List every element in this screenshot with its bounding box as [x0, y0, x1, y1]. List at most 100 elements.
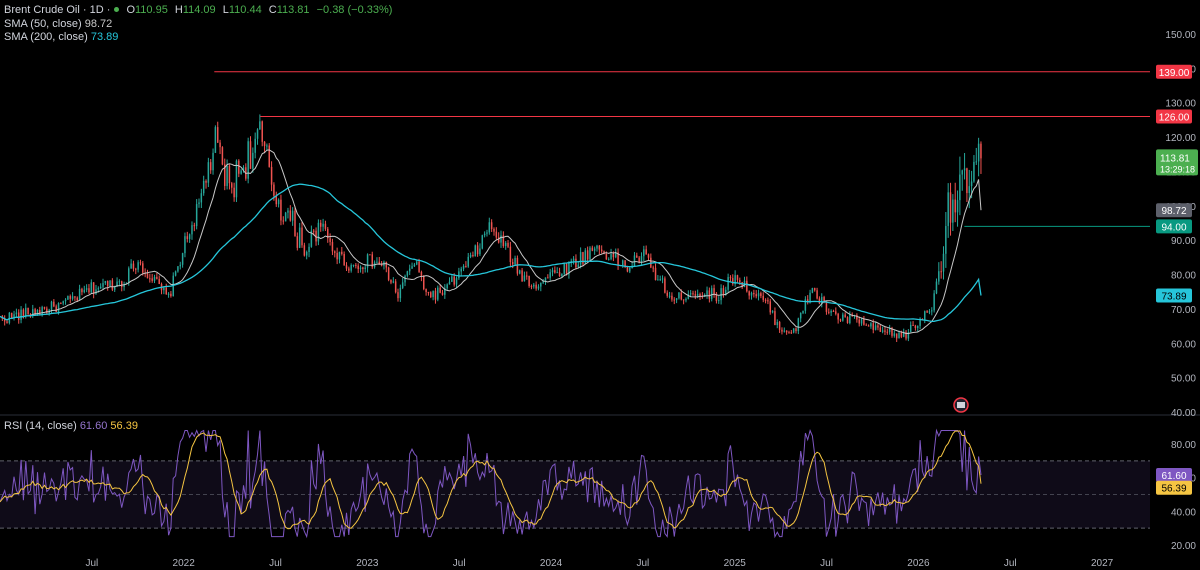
candle-body: [760, 293, 762, 296]
candle-body: [458, 271, 460, 279]
candle-body: [970, 181, 973, 187]
candle-body: [104, 280, 107, 284]
candle-body: [586, 250, 589, 260]
candle-body: [224, 164, 226, 186]
candle-body: [486, 232, 488, 234]
candle-body: [184, 236, 186, 254]
candle-body: [584, 250, 587, 264]
high-value: 114.09: [182, 4, 216, 16]
candle-body: [170, 293, 172, 297]
candle-body: [741, 282, 743, 287]
candle-body: [432, 290, 434, 298]
candle-body: [593, 248, 596, 251]
candle-body: [113, 286, 116, 290]
candle-body: [879, 327, 882, 332]
instrument-legend: Brent Crude Oil · 1D · O110.95 H114.09 L…: [4, 4, 393, 16]
candle-body: [205, 180, 207, 183]
candle-body: [298, 227, 301, 248]
candle-body: [818, 298, 821, 304]
candle-body: [783, 330, 786, 332]
candle-body: [303, 245, 306, 256]
candle-body: [715, 293, 718, 302]
candle-body: [238, 160, 240, 174]
candle-body: [556, 272, 558, 274]
candle-body: [376, 261, 378, 263]
candle-body: [846, 317, 849, 324]
candle-body: [13, 314, 15, 318]
candle-body: [85, 288, 88, 290]
candle-body: [434, 290, 437, 300]
candle-body: [207, 162, 210, 183]
candle-body: [509, 246, 512, 263]
candle-body: [804, 299, 807, 311]
candle-body: [902, 331, 905, 337]
candle-body: [722, 288, 725, 296]
candle-body: [427, 291, 430, 293]
candle-body: [893, 333, 896, 336]
candle-body: [596, 245, 598, 249]
rsi-legend[interactable]: RSI (14, close) 61.60 56.39: [4, 420, 138, 432]
candle-body: [891, 328, 893, 336]
candle-body: [790, 332, 793, 334]
candle-body: [312, 230, 315, 232]
candle-body: [423, 276, 425, 290]
candle-body: [495, 231, 498, 238]
time-tick-label: 2025: [724, 558, 747, 569]
candle-body: [455, 278, 458, 285]
candle-body: [165, 287, 167, 295]
candle-body: [441, 292, 444, 295]
candle-body: [708, 290, 711, 299]
candle-body: [22, 309, 25, 317]
candle-body: [81, 288, 83, 293]
candle-body: [736, 275, 739, 280]
candle-body: [385, 261, 388, 268]
candle-body: [907, 332, 910, 339]
candle-body: [521, 270, 523, 282]
candle-body: [956, 200, 959, 213]
candle-body: [231, 183, 233, 188]
candle-body: [195, 204, 198, 227]
candle-body: [472, 254, 474, 257]
candle-body: [404, 275, 406, 283]
sma200-legend[interactable]: SMA (200, close) 73.89: [4, 31, 118, 43]
candle-body: [617, 252, 619, 266]
candle-body: [511, 262, 514, 265]
candle-body: [343, 253, 345, 266]
instrument-name: Brent Crude Oil · 1D ·: [4, 4, 111, 16]
candle-body: [767, 300, 769, 302]
candle-body: [256, 129, 259, 139]
candle-body: [549, 272, 551, 278]
candle-body: [725, 289, 727, 296]
change-value: −0.38 (−0.33%): [316, 4, 393, 16]
candle-body: [647, 254, 650, 258]
time-tick-label: 2027: [1091, 558, 1114, 569]
candle-body: [881, 330, 884, 332]
candle-body: [177, 266, 179, 272]
market-status-icon: [114, 7, 120, 12]
candle-body: [43, 307, 46, 309]
candle-body: [242, 167, 245, 171]
candle-body: [729, 277, 732, 279]
candle-body: [877, 325, 879, 328]
candle-body: [46, 308, 48, 314]
candle-body: [315, 230, 317, 242]
candle-body: [413, 264, 416, 267]
candle-body: [55, 306, 57, 313]
candle-body: [717, 300, 720, 302]
candle-body: [287, 210, 289, 213]
sma200-value: 73.89: [90, 31, 119, 43]
candle-body: [359, 267, 362, 270]
candle-body: [310, 230, 313, 247]
candle-body: [629, 267, 631, 272]
candle-body: [734, 275, 736, 284]
candle-body: [135, 268, 137, 270]
candle-body: [78, 288, 81, 301]
open-value: 110.95: [135, 4, 168, 16]
candle-body: [860, 319, 863, 324]
candle-body: [886, 331, 889, 333]
sma50-legend[interactable]: SMA (50, close) 98.72: [4, 18, 112, 30]
candle-body: [600, 249, 603, 252]
candle-body: [420, 271, 423, 277]
price-tick-label: 130.00: [1165, 99, 1196, 110]
